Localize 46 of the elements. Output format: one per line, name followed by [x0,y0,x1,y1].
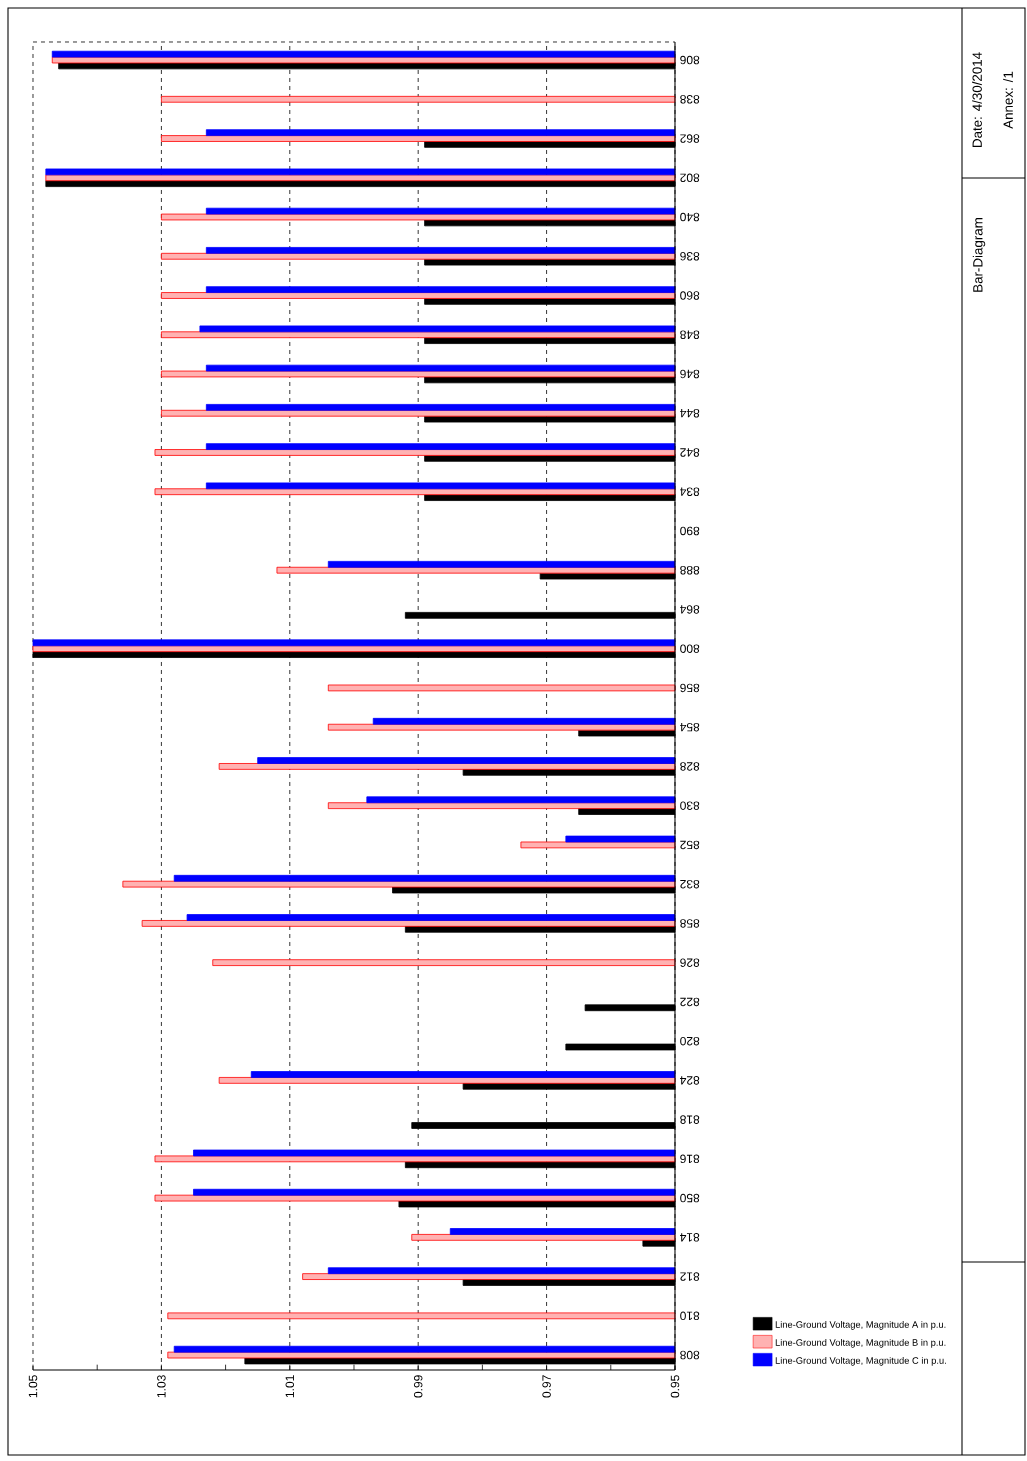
y-tick-label: 850 [680,1193,700,1203]
x-tick-label: 0.97 [542,1375,551,1398]
y-tick-label: 826 [680,958,700,967]
y-tick-label: 840 [680,212,700,222]
y-tick-label: 864 [680,605,700,614]
text: Date: 4/30/2014 [972,52,982,147]
y-tick-label: 824 [680,1076,700,1085]
y-tick-label: 860 [680,291,700,300]
y-tick-label: 846 [680,369,700,379]
x-tick-label: 1.05 [28,1375,38,1398]
x-tick-label: 1.01 [285,1375,295,1398]
legend-label: Line-Ground Voltage, Magnitude B in p.u. [775,1338,946,1348]
y-tick-label: 890 [680,526,700,536]
y-tick-label: 806 [680,55,700,65]
y-tick-label: 818 [680,1115,700,1124]
text: Bar-Diagram [972,218,986,292]
legend-label: Line-Ground Voltage, Magnitude C in p.u. [775,1356,946,1366]
y-tick-label: 852 [680,840,700,850]
y-tick-label: 812 [680,1272,700,1281]
y-tick-label: 814 [680,1233,700,1242]
y-tick-label: 858 [680,919,700,928]
x-tick-label: 0.95 [670,1375,680,1398]
y-tick-label: 830 [680,801,700,810]
y-tick-label: 822 [680,997,700,1007]
y-tick-label: 862 [680,134,700,143]
y-tick-label: 856 [680,683,700,693]
y-tick-label: 854 [680,722,700,732]
text: Annex: /1 [1003,71,1013,129]
y-tick-label: 836 [680,252,700,261]
y-tick-label: 802 [680,173,700,183]
x-tick-label: 1.03 [157,1375,166,1398]
y-tick-label: 832 [680,879,700,889]
y-tick-label: 888 [680,565,700,575]
y-tick-label: 834 [680,487,700,496]
y-tick-label: 800 [680,644,700,653]
legend-label: Line-Ground Voltage, Magnitude A in p.u. [775,1321,946,1330]
y-tick-label: 844 [680,408,700,418]
y-tick-label: 842 [680,448,700,457]
y-tick-label: 816 [680,1154,700,1164]
x-tick-label: 0.99 [413,1375,423,1398]
y-tick-label: 848 [680,330,700,339]
y-tick-label: 828 [680,762,700,771]
y-tick-label: 810 [680,1311,700,1321]
y-tick-label: 838 [680,95,700,104]
y-tick-label: 820 [680,1036,700,1046]
y-tick-label: 808 [680,1350,700,1360]
